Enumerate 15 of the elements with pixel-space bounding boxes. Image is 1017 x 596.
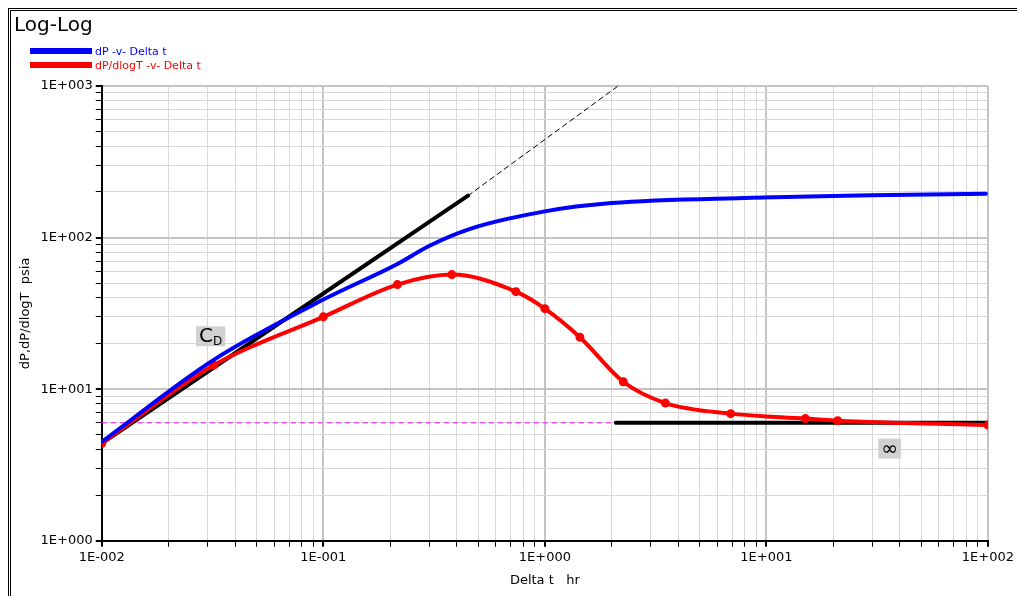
- text: dP -v- Delta t: [95, 44, 167, 58]
- chart-title: Log-Log: [14, 12, 93, 37]
- y-tick-label: 1E+001: [40, 380, 93, 396]
- x-tick-label: 1E+002: [961, 548, 1015, 564]
- y-tick-label: 1E+003: [40, 77, 93, 93]
- x-tick-label: 1E+001: [740, 548, 793, 564]
- y-axis-title: dP,dP/dlogT psia: [17, 257, 33, 370]
- x-tick-label: 1E-002: [78, 548, 125, 564]
- annotation: ∞: [881, 435, 898, 460]
- x-axis-title: Delta t hr: [509, 571, 581, 587]
- text: dP/dlogT -v- Delta t: [95, 58, 201, 72]
- x-tick-label: 1E+000: [518, 548, 571, 564]
- y-tick-label: 1E+002: [40, 228, 93, 244]
- x-tick-label: 1E-001: [300, 548, 347, 564]
- y-tick-label: 1E+000: [40, 532, 93, 548]
